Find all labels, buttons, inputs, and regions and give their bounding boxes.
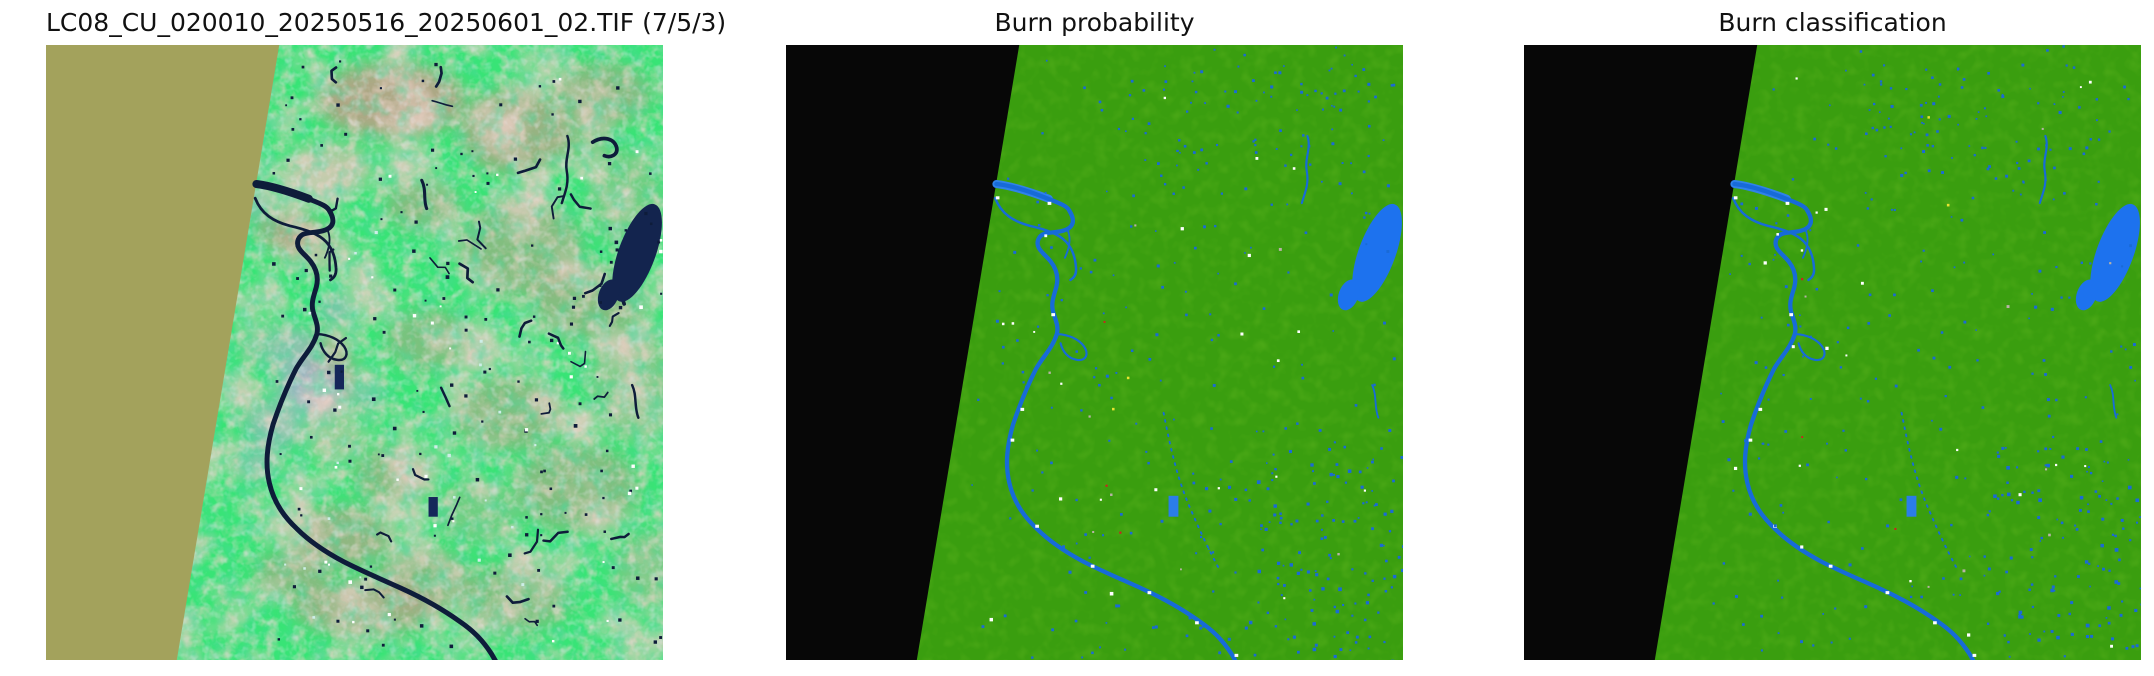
burn-classification-image (1524, 45, 2141, 660)
panel-scene (46, 45, 663, 660)
panel-probability (786, 45, 1403, 660)
burn-classification-title: Burn classification (1718, 8, 1947, 37)
panel-classification (1524, 45, 2141, 660)
burn-probability-title: Burn probability (994, 8, 1195, 37)
scene-title: LC08_CU_020010_20250516_20250601_02.TIF … (46, 8, 727, 37)
burn-probability-image (786, 45, 1403, 660)
scene-image (46, 45, 663, 660)
